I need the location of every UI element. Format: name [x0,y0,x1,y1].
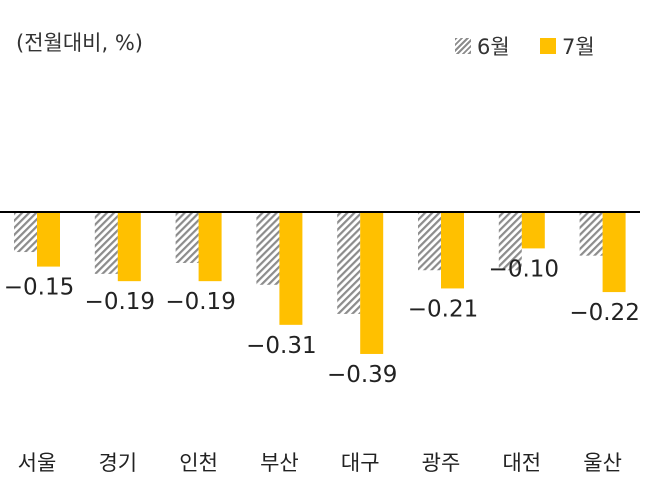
data-label-8: −0.22 [569,300,639,326]
data-label-7: −0.10 [489,256,559,282]
category-label-5: 대구 [341,451,380,475]
legend-swatch-yellow [540,38,556,54]
category-label-4: 부산 [260,451,299,475]
category-label-6: 광주 [422,451,461,475]
bar-jun-2 [94,212,118,274]
bar-jul-6 [441,212,464,289]
category-label-7: 대전 [502,451,541,475]
bar-jul-8 [602,212,626,293]
data-label-4: −0.31 [246,333,316,359]
bar-jul-4 [279,212,303,325]
bar-jun-7 [498,212,522,271]
data-label-3: −0.19 [165,289,235,315]
data-label-1: −0.15 [4,275,74,301]
bar-jul-7 [521,212,545,249]
legend-item-jun: 6월 [455,31,510,61]
bar-jul-5 [360,212,384,354]
category-label-8: 울산 [583,451,622,475]
bar-jul-1 [37,212,60,267]
bar-jun-1 [14,212,37,253]
bar-jun-3 [175,212,199,263]
bar-jul-2 [117,212,141,282]
bar-jun-8 [579,212,603,256]
legend-label-jul: 7월 [562,35,595,59]
bar-jul-3 [198,212,222,282]
legend-swatch-hatched [455,38,471,54]
unit-label: (전월대비, %) [16,31,143,55]
category-label-1: 서울 [18,451,57,475]
bar-jun-6 [418,212,441,271]
bar-jun-4 [256,212,280,285]
bar-jun-5 [337,212,361,314]
category-label-2: 경기 [98,451,137,475]
data-label-6: −0.21 [408,296,478,322]
data-label-5: −0.39 [327,362,397,388]
legend-item-jul: 7월 [540,31,595,61]
legend-label-jun: 6월 [477,35,510,59]
category-label-3: 인천 [179,451,218,475]
data-label-2: −0.19 [85,289,155,315]
